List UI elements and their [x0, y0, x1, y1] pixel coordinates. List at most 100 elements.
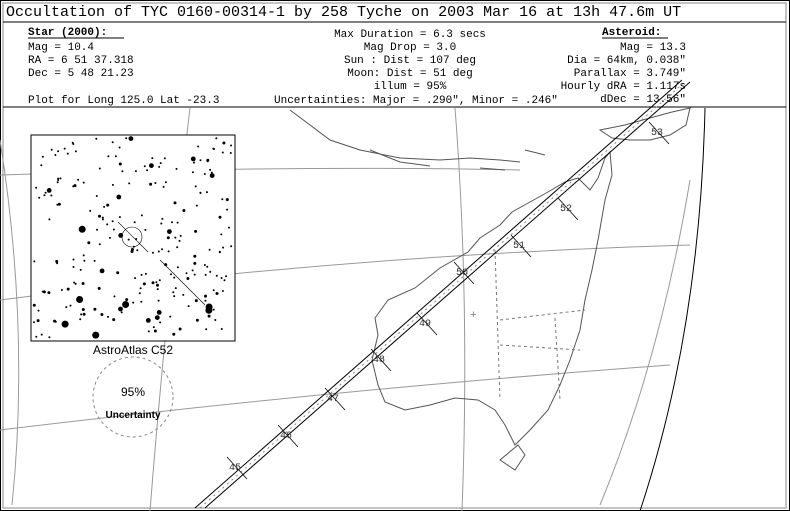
star: [191, 171, 194, 174]
star: [116, 271, 120, 275]
star: [212, 289, 215, 292]
hour-label: 45: [229, 463, 241, 474]
star: [228, 226, 230, 229]
star: [118, 306, 123, 312]
star: [215, 137, 218, 140]
star: [122, 301, 130, 308]
star: [99, 268, 105, 274]
star: [135, 238, 138, 240]
star: [208, 248, 211, 251]
star: [169, 315, 172, 318]
star: [225, 198, 229, 202]
star: [35, 186, 38, 189]
star: [194, 299, 198, 303]
star: [221, 290, 224, 292]
star: [171, 221, 173, 224]
uncertainty-label: Uncertainty: [105, 410, 160, 421]
star-chart-label: AstroAtlas C52: [93, 343, 173, 357]
star: [215, 274, 218, 277]
star: [140, 214, 143, 217]
star: [127, 238, 130, 241]
hour-label: 53: [651, 128, 663, 139]
path-limit: [194, 79, 683, 509]
star: [156, 288, 159, 291]
uncertainty-ellipse: [92, 356, 174, 438]
star: [149, 163, 154, 169]
star: [230, 245, 233, 248]
star: [33, 260, 36, 263]
islands-coast: [289, 109, 521, 163]
state-borders: [494, 249, 586, 401]
star: [95, 137, 98, 140]
star: [163, 157, 166, 160]
star: [144, 228, 147, 231]
star: [57, 202, 61, 206]
uncertainties: Uncertainties: Major = .290", Minor = .2…: [274, 95, 558, 107]
star: [206, 160, 209, 163]
star: [118, 162, 122, 166]
star: [136, 249, 139, 252]
hour-label: 47: [327, 394, 339, 405]
star: [121, 170, 124, 173]
star: [155, 281, 158, 284]
star: [222, 246, 225, 249]
hour-tick: [557, 197, 579, 221]
star: [142, 282, 146, 286]
star: [140, 300, 143, 303]
star: [153, 329, 157, 333]
star: [100, 313, 104, 316]
star: [36, 319, 40, 323]
star: [143, 165, 146, 168]
star: [207, 314, 211, 318]
star-info: Dec = 5 48 21.23: [28, 68, 134, 80]
star: [53, 319, 57, 323]
path-limit: [204, 81, 691, 509]
star: [221, 151, 224, 154]
hour-label: 52: [560, 204, 572, 215]
star: [55, 259, 59, 263]
star: [82, 254, 85, 257]
star: [106, 223, 109, 226]
star: [72, 185, 75, 188]
star: [220, 328, 223, 330]
star: [164, 263, 168, 267]
event-info: Mag Drop = 3.0: [364, 42, 456, 54]
star: [74, 282, 77, 285]
star: [205, 328, 208, 331]
star: [79, 318, 82, 321]
star: [221, 198, 224, 201]
star: [193, 273, 196, 276]
star: [83, 259, 86, 262]
australia-coast: [371, 150, 613, 446]
star: [78, 225, 86, 233]
meridian-line: [599, 179, 691, 506]
star: [166, 236, 170, 240]
star: [95, 195, 98, 197]
asteroid-info: dDec = 13.56": [600, 94, 686, 106]
star: [101, 216, 104, 219]
star: [69, 304, 72, 307]
star: [218, 215, 222, 219]
star: [145, 318, 151, 323]
star: [89, 209, 92, 212]
event-info: Moon: Dist = 51 deg: [347, 68, 472, 80]
star: [101, 218, 104, 221]
star: [164, 181, 167, 184]
asteroid-info: Dia = 64km, 0.038": [567, 55, 686, 67]
star: [79, 268, 82, 271]
star: [161, 248, 163, 251]
star: [98, 243, 101, 246]
asteroid-info: Mag = 13.3: [620, 42, 686, 54]
star: [172, 332, 176, 336]
star: [63, 147, 66, 150]
event-info: Sun : Dist = 107 deg: [344, 55, 476, 67]
star: [134, 170, 137, 173]
star: [111, 220, 114, 223]
star: [107, 155, 110, 158]
star: [209, 270, 212, 273]
star: [132, 245, 135, 248]
star: [193, 261, 197, 265]
star: [118, 216, 121, 218]
center-mark: +: [470, 310, 477, 322]
